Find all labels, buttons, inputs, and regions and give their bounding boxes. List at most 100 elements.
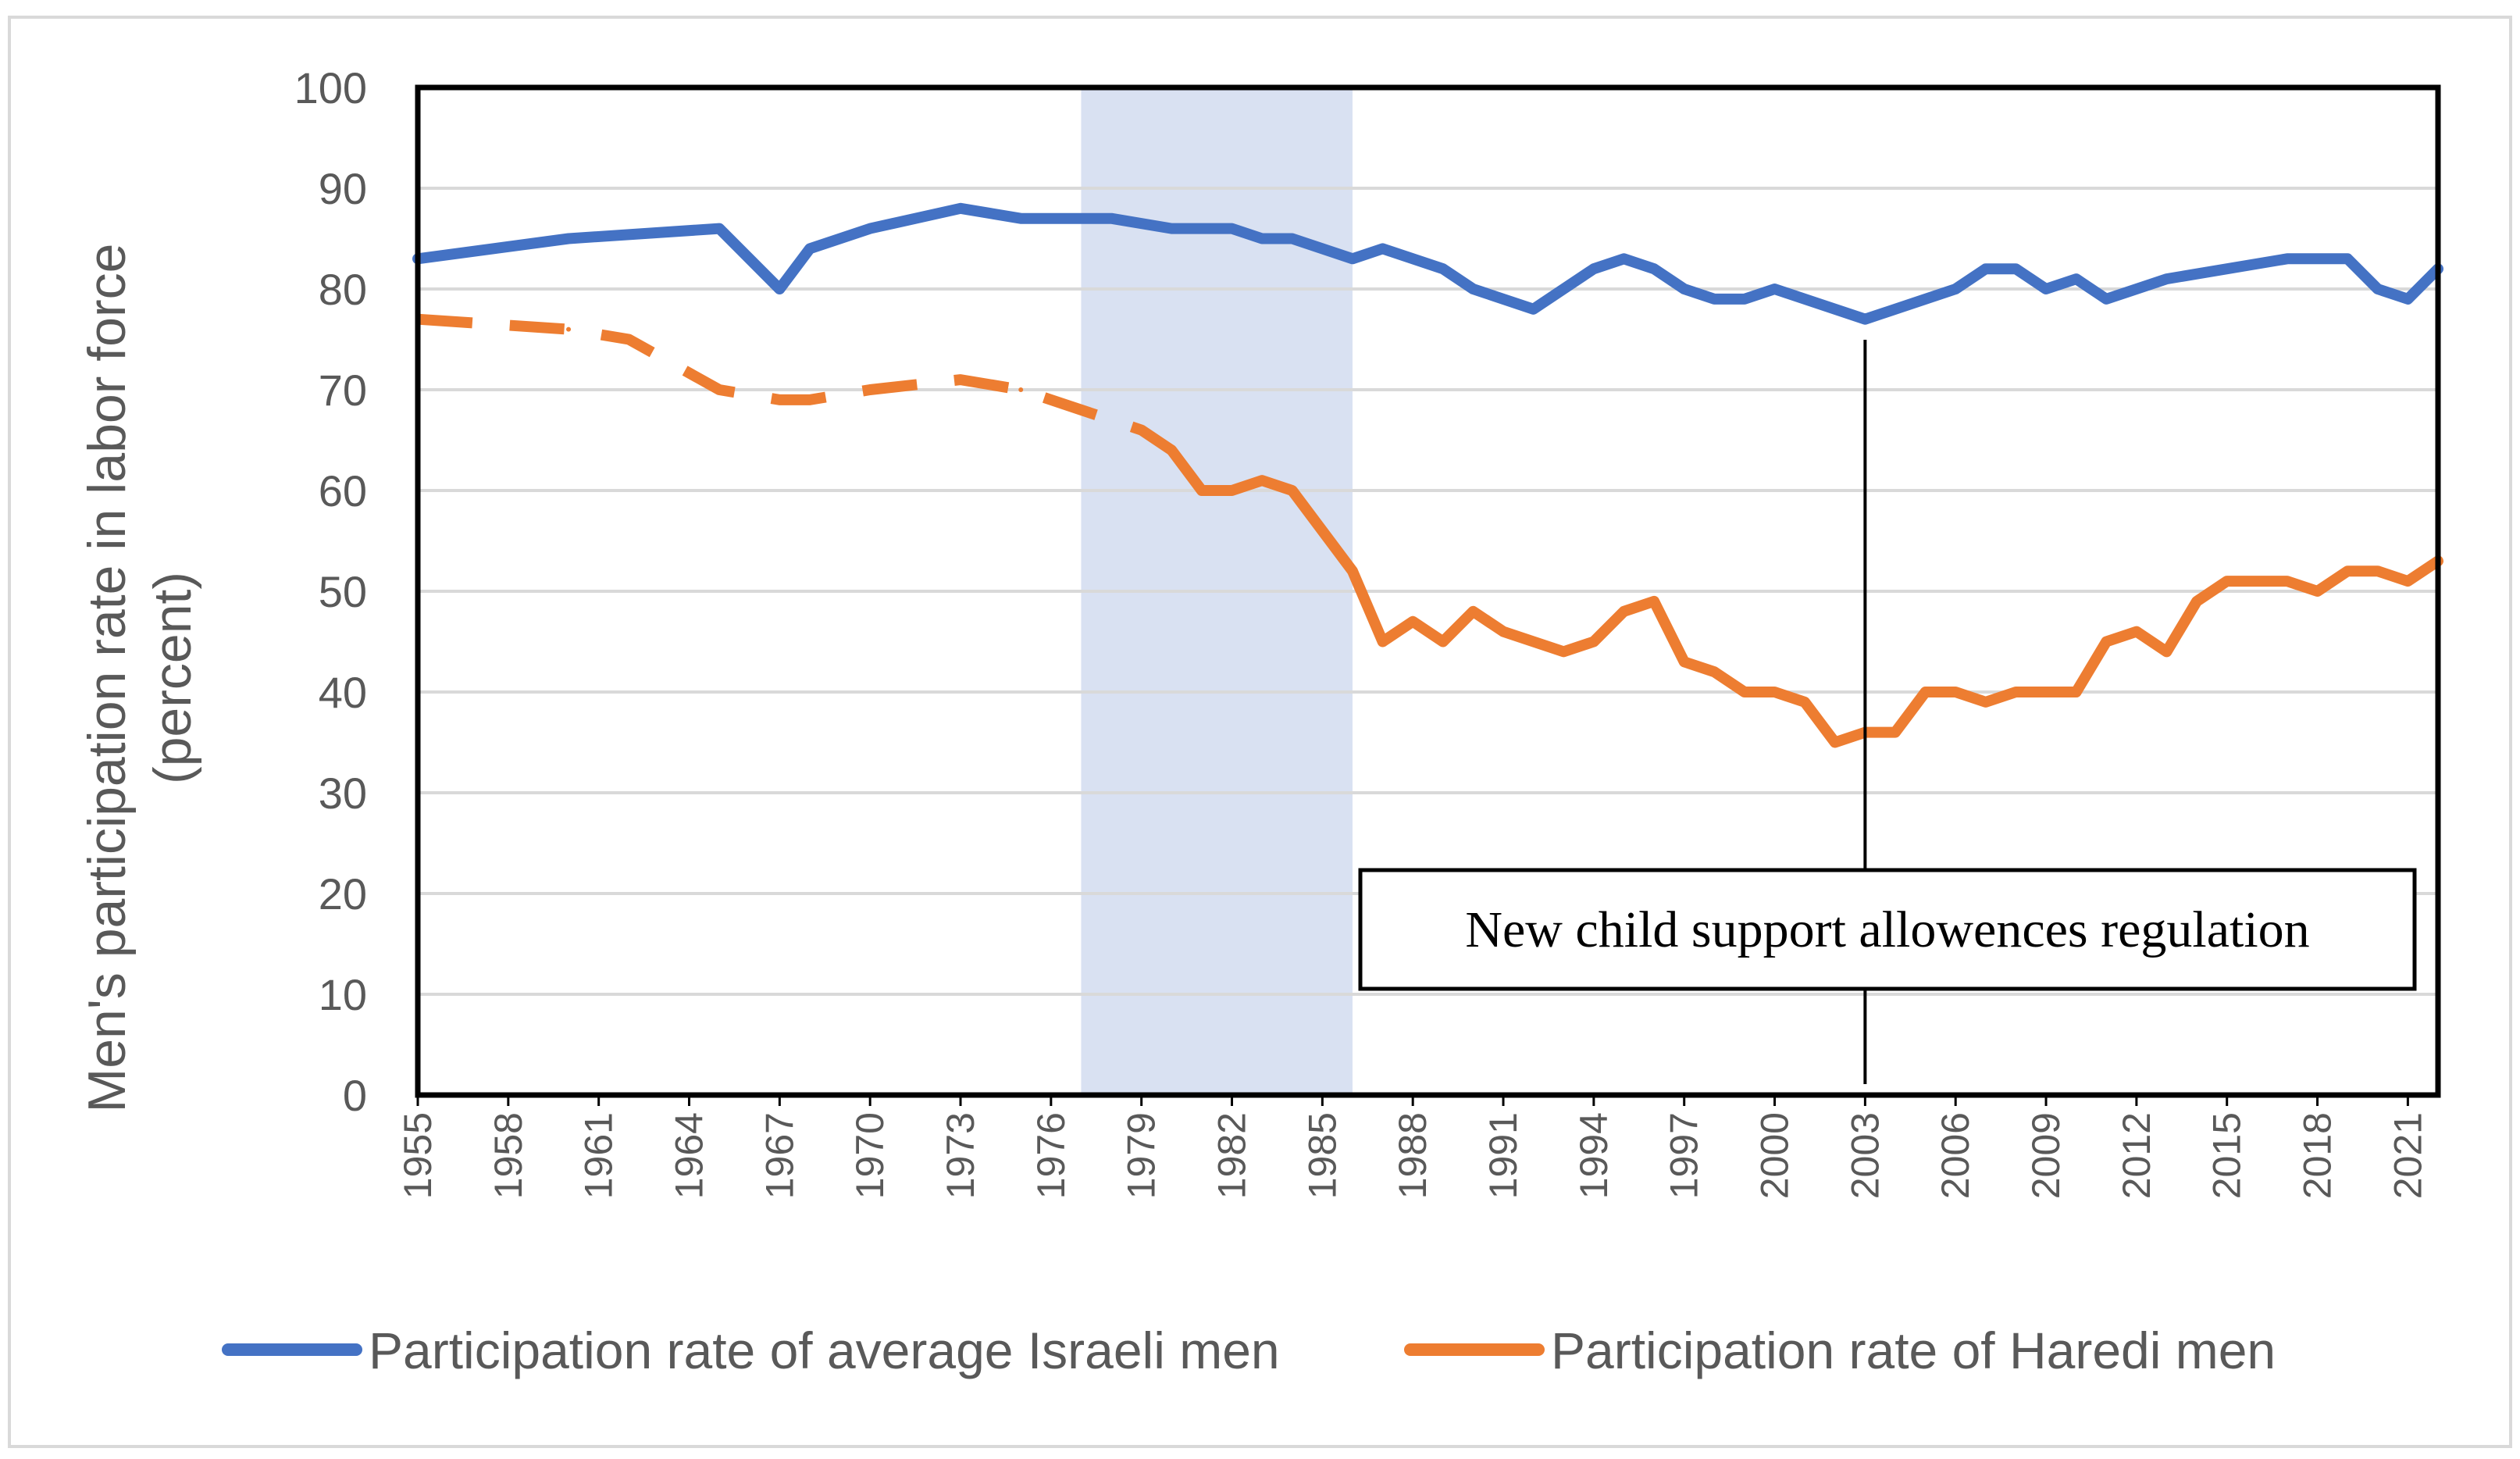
y-tick-label-0: 0: [343, 1071, 367, 1120]
x-tick-label-2006: 2006: [1934, 1112, 1977, 1199]
x-axis-tick-labels: 1955 1958 1961 1964 1967 1970 1973 1976 1979 1982…: [396, 1095, 2429, 1199]
x-tick-label-1961: 1961: [577, 1112, 621, 1199]
data-point-haredi-men-1967: [777, 397, 782, 402]
y-axis-tick-labels: 0 10 20 30 40 50 60 70 80 90 100: [294, 63, 367, 1120]
y-tick-label-50: 50: [319, 567, 367, 616]
data-point-haredi-men-1981: [1199, 488, 1204, 493]
data-point-haredi-men-2020: [2375, 569, 2380, 574]
x-tick-label-2021: 2021: [2386, 1112, 2429, 1199]
data-point-haredi-men-1970: [868, 387, 873, 392]
series-line-haredi-men-solid: [1166, 444, 2443, 748]
data-point-haredi-men-2001: [1802, 699, 1808, 705]
data-point-haredi-men-1993: [1561, 649, 1567, 655]
data-point-average-israeli-men-1983: [1260, 236, 1265, 241]
data-point-average-israeli-men-2006: [1953, 287, 1959, 291]
data-point-haredi-men-1982: [1229, 488, 1235, 493]
data-point-haredi-men-2013: [2164, 649, 2169, 655]
data-point-haredi-men-1977: [1078, 407, 1084, 412]
data-point-average-israeli-men-1984: [1289, 236, 1295, 241]
data-point-average-israeli-men-1968: [807, 246, 812, 251]
data-point-haredi-men-2007: [1983, 699, 1988, 705]
x-tick-label-1955: 1955: [396, 1112, 440, 1199]
data-point-average-israeli-men-1986: [1349, 256, 1355, 262]
data-point-haredi-men-2005: [1923, 690, 1928, 694]
data-point-average-israeli-men-1965: [717, 226, 722, 231]
x-tick-label-1982: 1982: [1210, 1112, 1254, 1199]
data-point-haredi-men-1973: [958, 377, 964, 383]
data-point-average-israeli-men-1987: [1380, 246, 1385, 251]
data-point-haredi-men-2012: [2133, 629, 2139, 634]
data-point-average-israeli-men-2007: [1983, 266, 1988, 272]
data-point-average-israeli-men-2019: [2345, 256, 2351, 262]
y-axis-title-line2: (percent): [143, 572, 202, 784]
plot-border-rect: [415, 84, 2441, 1098]
data-point-average-israeli-men-1990: [1470, 287, 1476, 291]
data-point-average-israeli-men-2017: [2284, 256, 2290, 262]
data-point-average-israeli-men-1975: [1018, 216, 1024, 221]
x-tick-label-1991: 1991: [1481, 1112, 1525, 1199]
data-point-average-israeli-men-1970: [868, 226, 873, 231]
x-tick-label-1970: 1970: [848, 1112, 892, 1199]
data-point-average-israeli-men-1978: [1109, 216, 1114, 221]
data-point-average-israeli-men-1977: [1078, 216, 1084, 221]
y-tick-label-100: 100: [294, 63, 367, 112]
x-tick-label-1967: 1967: [757, 1112, 801, 1199]
data-point-average-israeli-men-2008: [2013, 266, 2019, 272]
y-tick-label-60: 60: [319, 466, 367, 515]
data-point-haredi-men-1990: [1470, 608, 1476, 614]
data-point-haredi-men-2015: [2224, 579, 2230, 584]
data-point-haredi-men-1994: [1591, 639, 1596, 644]
x-tick-label-2012: 2012: [2115, 1112, 2158, 1199]
data-point-haredi-men-1991: [1501, 629, 1506, 634]
data-point-average-israeli-men-1960: [566, 236, 572, 241]
data-point-average-israeli-men-1995: [1621, 256, 1627, 262]
data-point-average-israeli-men-1998: [1712, 296, 1717, 301]
gridlines: [418, 187, 2438, 996]
data-point-average-israeli-men-2020: [2375, 287, 2380, 291]
data-point-haredi-men-1960: [566, 326, 572, 332]
data-point-haredi-men-1983: [1260, 478, 1265, 483]
data-point-average-israeli-men-1980: [1169, 226, 1174, 231]
x-tick-label-2015: 2015: [2205, 1112, 2249, 1199]
x-tick-label-2003: 2003: [1843, 1112, 1887, 1199]
legend-label-haredi-men: Participation rate of Haredi men: [1551, 1322, 2276, 1379]
legend-label-average-israeli-men: Participation rate of average Israeli me…: [369, 1322, 1280, 1379]
y-tick-label-10: 10: [319, 970, 367, 1019]
data-point-haredi-men-2016: [2254, 579, 2260, 584]
data-point-haredi-men-2011: [2104, 639, 2109, 644]
x-tick-label-1979: 1979: [1120, 1112, 1164, 1199]
series-layer: [412, 202, 2443, 748]
data-point-haredi-men-2006: [1953, 690, 1959, 694]
data-point-average-israeli-men-2013: [2164, 276, 2169, 282]
data-point-average-israeli-men-2011: [2104, 296, 2109, 301]
data-point-haredi-men-2010: [2073, 690, 2079, 694]
data-point-haredi-men-1962: [626, 337, 632, 342]
data-point-haredi-men-1980: [1169, 448, 1174, 453]
data-point-haredi-men-2009: [2044, 690, 2049, 694]
y-tick-label-80: 80: [319, 265, 367, 314]
data-point-average-israeli-men-1994: [1591, 266, 1596, 272]
annotation-box: New child support allowences regulation: [1358, 868, 2417, 991]
x-tick-label-1985: 1985: [1300, 1112, 1344, 1199]
data-point-haredi-men-2002: [1832, 740, 1837, 745]
y-tick-label-70: 70: [319, 366, 367, 415]
data-point-haredi-men-1999: [1741, 690, 1747, 694]
data-point-haredi-men-1992: [1531, 639, 1536, 644]
data-point-haredi-men-1965: [717, 387, 722, 392]
data-point-haredi-men-2018: [2315, 589, 2320, 594]
data-point-average-israeli-men-2010: [2073, 276, 2079, 282]
data-point-average-israeli-men-2000: [1772, 287, 1777, 291]
y-tick-label-30: 30: [319, 769, 367, 818]
data-point-haredi-men-1995: [1621, 608, 1627, 614]
data-point-average-israeli-men-2009: [2044, 287, 2049, 291]
x-tick-label-2018: 2018: [2296, 1112, 2340, 1199]
x-tick-label-2000: 2000: [1753, 1112, 1797, 1199]
annotation-box-border: [1358, 868, 2417, 991]
data-point-haredi-men-1979: [1139, 427, 1144, 433]
data-point-average-israeli-men-1996: [1652, 266, 1657, 272]
x-tick-label-1964: 1964: [668, 1112, 711, 1199]
x-tick-label-1973: 1973: [939, 1112, 982, 1199]
data-point-average-israeli-men-1992: [1531, 306, 1536, 312]
data-point-haredi-men-1998: [1712, 669, 1717, 675]
